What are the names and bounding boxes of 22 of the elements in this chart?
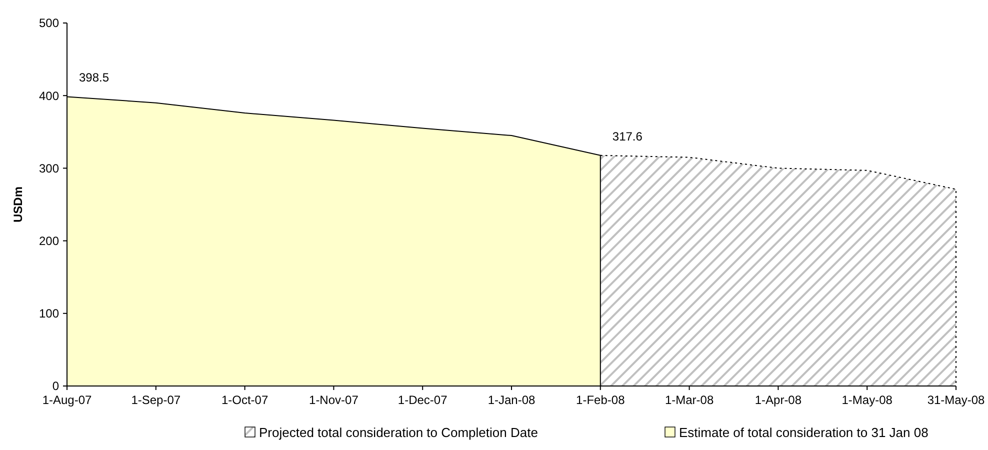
y-tick-label: 200 xyxy=(38,234,60,248)
x-tick-label: 1-Nov-07 xyxy=(309,393,359,407)
y-tick-label: 300 xyxy=(38,161,60,176)
x-tick-label: 1-Feb-08 xyxy=(576,393,626,407)
x-tick-label: 1-May-08 xyxy=(842,393,893,407)
y-axis-title: USDm xyxy=(11,186,25,223)
x-tick-label: 1-Oct-07 xyxy=(221,393,268,407)
data-label: 398.5 xyxy=(79,70,110,85)
y-tick-label: 0 xyxy=(52,379,60,394)
y-tick-label: 100 xyxy=(38,306,60,321)
x-tick-label: 1-Sep-07 xyxy=(131,393,181,407)
x-tick-label: 1-Mar-08 xyxy=(664,393,714,407)
y-tick-label: 400 xyxy=(38,88,60,103)
x-tick-label: 1-Aug-07 xyxy=(42,393,92,407)
x-tick-label: 1-Apr-08 xyxy=(754,393,802,407)
legend-label: Projected total consideration to Completion Date xyxy=(259,425,538,440)
x-tick-label: 31-May-08 xyxy=(927,393,986,407)
legend-label: Estimate of total consideration to 31 Jan 08 xyxy=(679,425,928,440)
y-tick-label: 500 xyxy=(38,16,60,30)
x-tick-label: 1-Dec-07 xyxy=(398,393,448,407)
data-label: 317.6 xyxy=(612,129,643,144)
x-tick-label: 1-Jan-08 xyxy=(488,393,536,407)
